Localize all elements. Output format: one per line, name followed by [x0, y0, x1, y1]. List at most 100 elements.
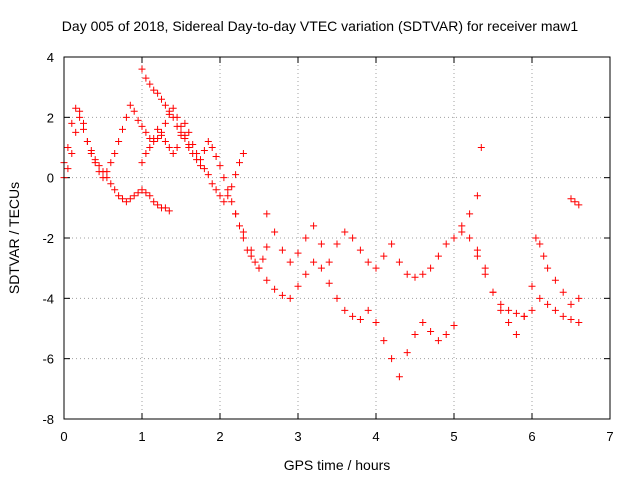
- data-point: [165, 107, 173, 115]
- data-point: [341, 228, 349, 236]
- data-point: [138, 186, 146, 194]
- data-point: [95, 168, 103, 176]
- data-point: [317, 240, 325, 248]
- data-point: [442, 331, 450, 339]
- data-point: [142, 128, 150, 136]
- data-point: [427, 264, 435, 272]
- x-tick-label: 6: [528, 429, 535, 444]
- data-point: [142, 189, 150, 197]
- data-point: [91, 159, 99, 167]
- data-point: [161, 119, 169, 127]
- data-point: [181, 119, 189, 127]
- data-point: [466, 210, 474, 218]
- data-point: [434, 337, 442, 345]
- data-point: [185, 144, 193, 151]
- data-point: [571, 198, 579, 206]
- data-point: [119, 125, 126, 133]
- data-point: [228, 183, 236, 191]
- data-point: [575, 201, 583, 209]
- data-point: [161, 137, 169, 145]
- data-point: [247, 246, 255, 254]
- data-point: [473, 252, 481, 260]
- data-point: [481, 264, 489, 272]
- data-point: [130, 192, 138, 200]
- data-point: [544, 300, 552, 308]
- data-point: [505, 318, 513, 326]
- data-point: [224, 192, 232, 200]
- data-point: [169, 113, 177, 121]
- data-point: [150, 134, 158, 142]
- data-point: [189, 140, 197, 148]
- data-point: [458, 222, 466, 230]
- data-point: [138, 65, 146, 73]
- data-point: [442, 240, 450, 248]
- data-point: [99, 174, 107, 182]
- data-point: [68, 119, 76, 127]
- data-point: [220, 174, 228, 182]
- data-point: [72, 104, 80, 112]
- data-point: [473, 192, 481, 200]
- plot-frame: [63, 56, 611, 420]
- data-point: [122, 113, 130, 121]
- data-point: [567, 195, 575, 203]
- data-point: [146, 144, 154, 151]
- data-point: [512, 331, 520, 339]
- data-point: [388, 355, 396, 363]
- data-point: [271, 285, 279, 293]
- data-point: [544, 264, 552, 272]
- data-point: [200, 147, 208, 155]
- chart-title: Day 005 of 2018, Sidereal Day-to-day VTE…: [61, 18, 579, 34]
- data-point: [567, 300, 575, 308]
- x-tick-label: 7: [606, 429, 613, 444]
- data-point: [356, 246, 364, 254]
- ticks-layer: 0 1 2 3 4 5 6 7 -8 -6 -4 -2 0 2 4: [42, 50, 613, 444]
- data-point: [528, 306, 536, 314]
- data-point: [520, 312, 528, 320]
- data-point: [193, 150, 201, 158]
- data-point: [380, 337, 388, 345]
- y-tick-label: -4: [42, 291, 54, 306]
- data-point: [80, 125, 87, 133]
- data-point: [380, 252, 388, 260]
- data-point: [450, 321, 458, 329]
- data-point: [419, 270, 427, 278]
- data-point: [158, 95, 165, 103]
- data-point: [87, 150, 95, 158]
- data-point: [142, 150, 150, 158]
- data-point: [372, 264, 380, 272]
- data-point: [111, 150, 119, 158]
- data-point: [364, 306, 372, 314]
- data-point: [551, 276, 559, 284]
- data-point: [216, 192, 224, 200]
- data-point: [220, 198, 228, 206]
- data-point: [236, 159, 243, 167]
- data-point: [177, 131, 185, 139]
- x-tick-label: 4: [372, 429, 379, 444]
- data-point: [286, 294, 294, 302]
- data-point: [536, 294, 544, 302]
- data-point: [83, 137, 91, 145]
- data-point: [208, 144, 216, 151]
- data-point: [540, 252, 548, 260]
- data-point: [286, 258, 294, 266]
- data-point: [341, 306, 349, 314]
- grid-layer: [64, 57, 610, 419]
- data-point: [251, 258, 259, 266]
- data-point: [263, 243, 271, 251]
- data-point: [239, 150, 247, 158]
- data-point: [197, 156, 204, 164]
- data-point: [138, 122, 146, 130]
- data-point: [95, 162, 103, 170]
- data-point: [126, 101, 134, 109]
- data-point: [146, 192, 154, 200]
- series-track-c: [138, 65, 247, 206]
- data-point: [466, 234, 474, 242]
- data-point: [154, 125, 162, 133]
- data-point: [302, 234, 310, 242]
- data-point: [232, 171, 240, 179]
- data-point: [302, 270, 310, 278]
- data-point: [111, 186, 119, 194]
- data-point: [239, 228, 247, 236]
- data-point: [212, 153, 220, 161]
